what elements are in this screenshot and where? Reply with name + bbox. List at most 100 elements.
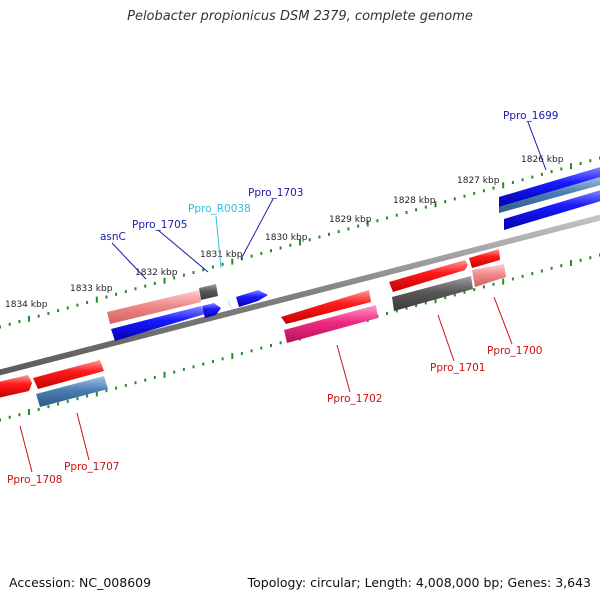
gene-ppro-r0038[interactable] <box>227 298 233 311</box>
label-ppro-1700[interactable]: Ppro_1700 <box>487 345 542 357</box>
outer-tick <box>299 239 301 246</box>
outer-tick <box>57 309 60 313</box>
inner-tick <box>279 341 282 345</box>
label-ppro-1703[interactable]: Ppro_1703 <box>248 187 303 199</box>
label-ppro-1701[interactable]: Ppro_1701 <box>430 362 485 374</box>
outer-tick <box>105 295 108 299</box>
outer-tick <box>357 224 360 228</box>
inner-tick <box>540 269 543 273</box>
inner-tick <box>589 256 592 260</box>
gene-ppro-1708[interactable] <box>0 375 32 398</box>
inner-tick <box>521 274 524 278</box>
label-ppro-1708[interactable]: Ppro_1708 <box>7 474 62 486</box>
inner-tick <box>163 371 166 378</box>
gene-ppro-1699-c[interactable] <box>504 189 600 230</box>
label-ppro-1705[interactable]: Ppro_1705 <box>132 219 187 231</box>
label-asnc[interactable]: asnC <box>100 231 126 243</box>
inner-tick <box>37 407 40 411</box>
outer-tick <box>550 170 553 174</box>
gene-ppro-1703[interactable] <box>236 290 268 307</box>
inner-tick <box>95 390 98 397</box>
outer-tick <box>95 296 98 303</box>
outer-tick <box>202 268 205 272</box>
leader-ppro-r0038 <box>215 215 222 269</box>
outer-tick <box>337 230 340 234</box>
inner-tick <box>405 306 408 310</box>
outer-tick <box>424 205 427 209</box>
inner-tick <box>531 272 534 276</box>
outer-tick <box>163 277 166 284</box>
outer-tick <box>47 311 50 315</box>
inner-tick <box>463 290 466 294</box>
inner-tick <box>250 349 253 353</box>
outer-tick <box>134 287 137 291</box>
label-ppro-1699[interactable]: Ppro_1699 <box>503 110 558 122</box>
gene-ppro-1700[interactable] <box>472 264 506 287</box>
outer-tick <box>66 306 69 310</box>
gene-ppro-1700-upper[interactable] <box>469 249 500 268</box>
outer-tick <box>328 232 330 236</box>
gene-ppro-1707-upper[interactable] <box>33 360 104 389</box>
outer-tick <box>347 227 350 231</box>
gene-ppro-1701-upper[interactable] <box>389 260 468 292</box>
leader-ppro-1699 <box>527 121 547 171</box>
inner-tick <box>492 282 495 286</box>
topology-text: Topology: circular; Length: 4,008,000 bp… <box>247 575 591 590</box>
inner-tick <box>153 375 156 379</box>
outer-tick <box>279 246 282 250</box>
outer-tick <box>221 262 224 266</box>
forward-strand-genes <box>107 166 600 341</box>
outer-tick <box>560 167 563 171</box>
inner-tick <box>221 357 224 361</box>
inner-tick <box>434 297 437 304</box>
inner-tick <box>182 367 185 371</box>
gene-ppro-1702[interactable] <box>284 305 378 343</box>
inner-tick <box>144 378 147 382</box>
gene-ppro-1699-b[interactable] <box>499 176 600 213</box>
inner-tick <box>115 386 118 390</box>
inner-tick <box>424 301 427 305</box>
outer-tick <box>289 243 292 247</box>
inner-tick <box>28 409 30 415</box>
outer-tick <box>579 162 582 165</box>
inner-tick <box>415 304 418 308</box>
outer-tick <box>37 314 40 318</box>
outer-tick <box>318 235 321 239</box>
label-ppro-r0038[interactable]: Ppro_R0038 <box>188 203 251 215</box>
inner-tick <box>86 394 89 398</box>
leader-lines <box>19 121 547 473</box>
inner-tick <box>47 405 50 409</box>
outer-tick <box>482 189 485 193</box>
scale-label-1832: 1832 kbp <box>135 268 178 278</box>
outer-tick <box>308 238 311 242</box>
reverse-strand-genes <box>0 264 506 407</box>
inner-tick <box>395 309 398 313</box>
inner-tick <box>8 415 11 419</box>
gene-ppro-1704[interactable] <box>199 284 218 300</box>
inner-tick <box>76 397 79 401</box>
label-ppro-1707[interactable]: Ppro_1707 <box>64 461 119 473</box>
leader-ppro-1701 <box>437 314 455 362</box>
outer-tick <box>405 211 408 214</box>
gene-asnc[interactable] <box>107 290 201 324</box>
scale-label-1833: 1833 kbp <box>70 284 113 294</box>
gene-ppro-1707[interactable] <box>36 376 108 407</box>
gene-ppro-1701[interactable] <box>392 276 473 311</box>
outer-tick <box>124 290 127 294</box>
outer-tick <box>0 325 1 329</box>
label-ppro-1702[interactable]: Ppro_1702 <box>327 393 382 405</box>
scale-label-1828: 1828 kbp <box>393 196 436 206</box>
outer-tick <box>531 175 534 179</box>
inner-tick <box>579 258 582 262</box>
gene-ppro-1705[interactable] <box>111 306 205 341</box>
gene-ppro-1699[interactable] <box>499 166 600 207</box>
inner-tick <box>240 352 243 355</box>
outer-tick <box>240 257 243 261</box>
inner-tick <box>57 402 60 406</box>
inner-tick <box>231 353 234 360</box>
leader-ppro-1705 <box>157 229 209 273</box>
outer-tick <box>415 208 418 212</box>
gene-ppro-1702-upper[interactable] <box>281 290 371 324</box>
gene-ppro-1705-b[interactable] <box>202 303 221 318</box>
